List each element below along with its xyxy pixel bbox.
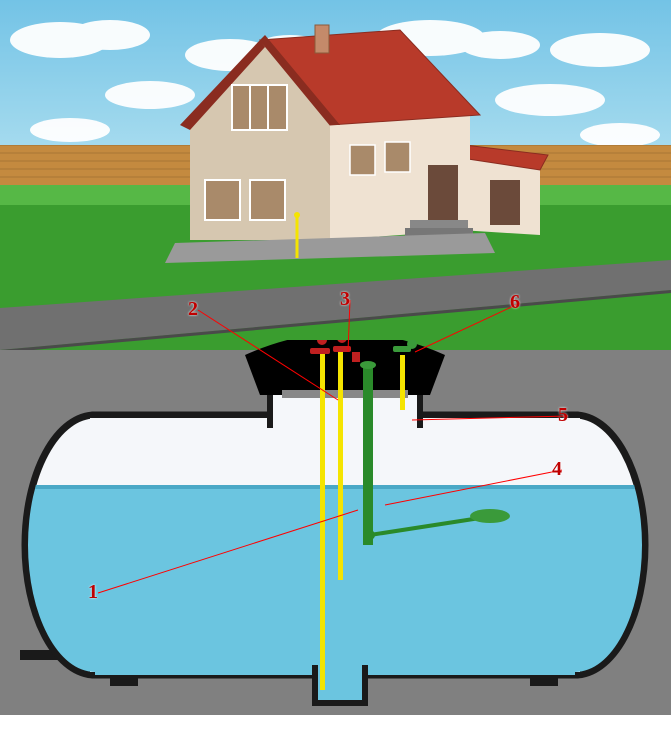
callout-label-3: 3 [340, 288, 350, 311]
callout-labels: 1 2 3 4 5 6 [0, 0, 671, 715]
callout-label-5: 5 [558, 404, 568, 427]
callout-label-1: 1 [88, 581, 98, 604]
callout-label-2: 2 [188, 298, 198, 321]
callout-label-6: 6 [510, 291, 520, 314]
callout-label-4: 4 [552, 458, 562, 481]
